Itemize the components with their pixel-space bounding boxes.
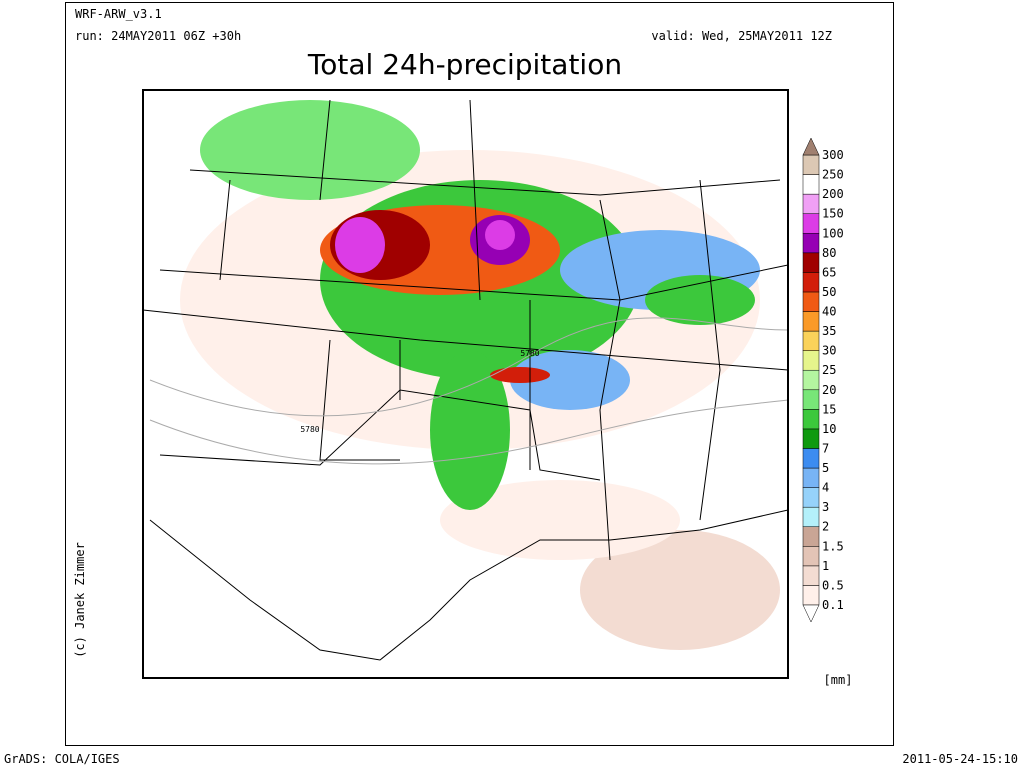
legend-label: 25 — [822, 363, 836, 377]
legend-below — [802, 604, 820, 623]
legend-swatch — [802, 487, 820, 508]
legend-label: 3 — [822, 500, 829, 514]
legend-label: 300 — [822, 148, 844, 162]
legend-swatch — [802, 467, 820, 488]
valid-label: valid: Wed, 25MAY2011 12Z — [651, 29, 832, 43]
legend-label: 1 — [822, 559, 829, 573]
legend-label: 35 — [822, 324, 836, 338]
legend-above — [802, 137, 820, 156]
legend-swatch — [802, 311, 820, 332]
boundaries — [142, 99, 789, 661]
legend-unit: [mm] — [824, 673, 853, 687]
legend-swatch — [802, 565, 820, 586]
legend-swatch — [802, 291, 820, 312]
footer-right: 2011-05-24-15:10 — [902, 752, 1018, 766]
precip-field — [180, 100, 780, 650]
legend-swatch — [802, 330, 820, 351]
legend-label: 4 — [822, 481, 829, 495]
legend-swatch — [802, 585, 820, 606]
outer-frame — [65, 2, 894, 746]
legend-label: 20 — [822, 383, 836, 397]
legend-swatch — [802, 428, 820, 449]
legend-swatch — [802, 233, 820, 254]
contour-label: 5780 — [300, 425, 319, 434]
run-label: run: 24MAY2011 06Z +30h — [75, 29, 241, 43]
legend-label: 15 — [822, 402, 836, 416]
credit: (c) Janek Zimmer — [73, 542, 87, 658]
legend-label: 200 — [822, 187, 844, 201]
legend-label: 1.5 — [822, 539, 844, 553]
legend-label: 50 — [822, 285, 836, 299]
color-legend: 0.1 0.5 1 1.5 2 3 4 5 7 10 15 20 25 30 35 40 50 65 80 100 15… — [802, 137, 844, 623]
legend-swatch — [802, 174, 820, 195]
contour-label: 5780 — [520, 349, 539, 358]
legend-label: 7 — [822, 441, 829, 455]
legend-swatch — [802, 154, 820, 175]
model-label: WRF-ARW_v3.1 — [75, 7, 162, 21]
legend-label: 30 — [822, 344, 836, 358]
legend-label: 0.1 — [822, 598, 844, 612]
legend-swatch — [802, 213, 820, 234]
legend-label: 150 — [822, 207, 844, 221]
legend-swatch — [802, 369, 820, 391]
legend-swatch — [802, 389, 820, 410]
legend-swatch — [802, 272, 820, 293]
legend-label: 0.5 — [822, 578, 844, 592]
map-frame — [142, 89, 789, 679]
map-area: 5780 5780 — [142, 89, 789, 679]
title: Total 24h-precipitation — [307, 48, 622, 81]
legend-swatch — [802, 252, 820, 273]
legend-label: 10 — [822, 422, 836, 436]
legend-swatch — [802, 448, 820, 469]
legend-swatch — [802, 409, 820, 430]
legend-swatch — [802, 546, 820, 567]
legend-swatch — [802, 526, 820, 547]
height-contours — [149, 317, 789, 465]
legend-label: 40 — [822, 305, 836, 319]
legend-label: 5 — [822, 461, 829, 475]
legend-swatch — [802, 506, 820, 527]
legend-swatch — [802, 193, 820, 214]
legend-label: 65 — [822, 265, 836, 279]
legend-label: 80 — [822, 246, 836, 260]
legend-swatch — [802, 350, 820, 371]
legend-label: 100 — [822, 226, 844, 240]
legend-label: 250 — [822, 168, 844, 182]
legend-label: 2 — [822, 520, 829, 534]
footer-left: GrADS: COLA/IGES — [4, 752, 120, 766]
